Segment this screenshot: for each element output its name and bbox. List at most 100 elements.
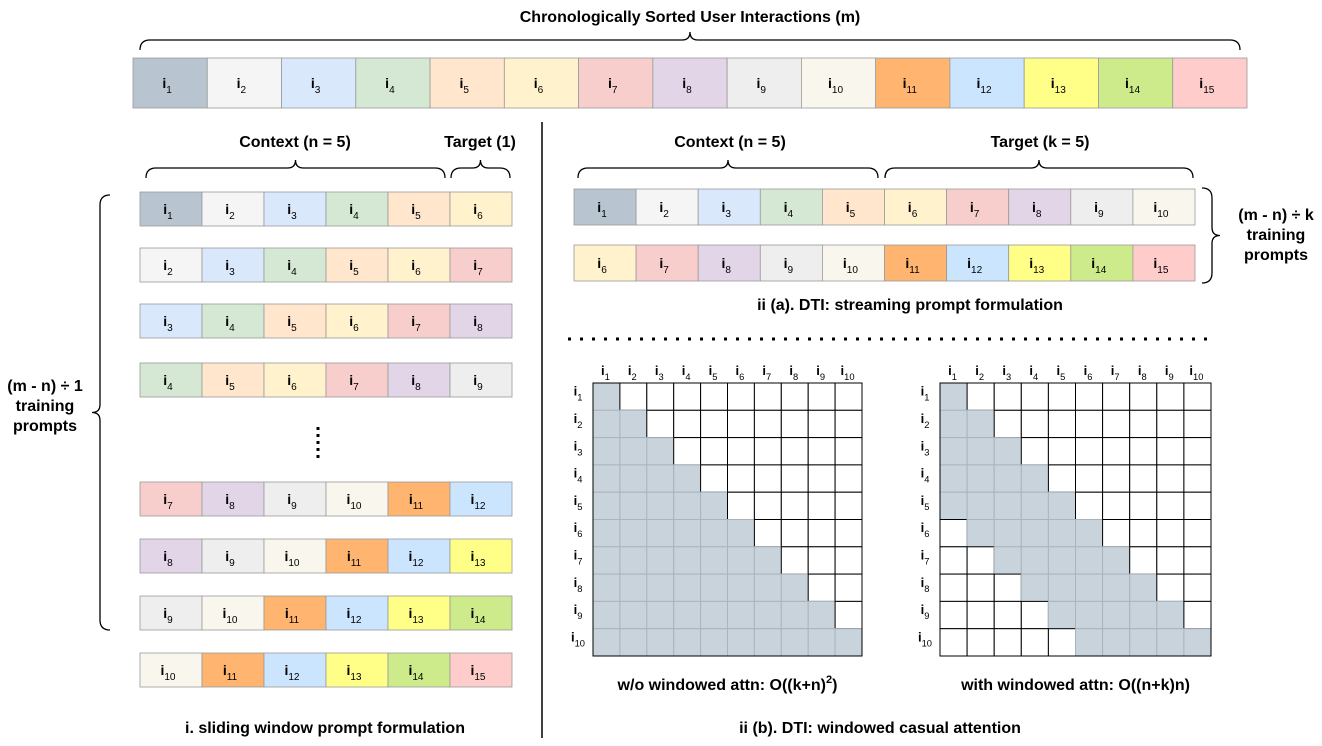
attention-cell bbox=[619, 546, 648, 575]
item-index: 14 bbox=[1095, 265, 1107, 276]
item-index: 15 bbox=[474, 672, 486, 683]
item-letter: i bbox=[1084, 363, 1088, 378]
item-index: 6 bbox=[601, 265, 607, 276]
attention-cell bbox=[834, 546, 863, 575]
caption-part: 2 bbox=[826, 674, 832, 686]
item-index: 3 bbox=[315, 85, 321, 96]
item-label: i3 bbox=[225, 257, 235, 278]
attention-cell bbox=[1183, 491, 1212, 521]
item-index: 1 bbox=[166, 85, 172, 96]
item-label: i3 bbox=[1002, 363, 1011, 382]
attention-cell bbox=[993, 382, 1022, 411]
item-letter: i bbox=[921, 575, 925, 590]
item-label: i7 bbox=[762, 363, 771, 382]
item-index: 11 bbox=[227, 672, 238, 683]
item-index: 1 bbox=[601, 209, 607, 220]
attention-cell bbox=[1075, 409, 1104, 439]
item-index: 2 bbox=[229, 211, 235, 222]
attention-cell bbox=[939, 437, 968, 466]
attention-cell bbox=[966, 546, 995, 575]
item-index: 2 bbox=[241, 85, 247, 96]
item-letter: i bbox=[762, 363, 766, 378]
item-letter: i bbox=[1032, 199, 1036, 215]
item-index: 1 bbox=[167, 211, 173, 222]
item-label: i13 bbox=[470, 548, 485, 569]
item-letter: i bbox=[222, 605, 226, 621]
item-letter: i bbox=[608, 75, 612, 91]
item-label: i12 bbox=[470, 491, 485, 512]
attention-cell bbox=[1129, 573, 1158, 602]
item-letter: i bbox=[921, 384, 925, 399]
attention-cell bbox=[727, 464, 755, 493]
item-letter: i bbox=[225, 313, 229, 329]
count-label: prompts bbox=[13, 418, 77, 435]
attention-cell bbox=[673, 382, 702, 411]
context-label: Context (n = 5) bbox=[239, 134, 351, 151]
attention-cell bbox=[1020, 600, 1049, 630]
item-letter: i bbox=[470, 491, 474, 507]
item-label: i4 bbox=[574, 466, 583, 485]
item-cell bbox=[822, 188, 885, 226]
attention-cell bbox=[1075, 519, 1104, 548]
item-letter: i bbox=[1094, 199, 1098, 215]
brace bbox=[450, 159, 511, 179]
attention-cell bbox=[619, 409, 648, 439]
item-label: i6 bbox=[534, 75, 544, 96]
item-letter: i bbox=[574, 520, 578, 535]
item-index: 6 bbox=[912, 209, 918, 220]
item-letter: i bbox=[162, 75, 166, 91]
item-letter: i bbox=[921, 547, 925, 562]
attention-cell bbox=[1129, 409, 1158, 439]
item-letter: i bbox=[597, 199, 601, 215]
item-letter: i bbox=[682, 363, 686, 378]
item-cell bbox=[697, 188, 761, 226]
item-letter: i bbox=[784, 199, 788, 215]
item-index: 6 bbox=[1087, 372, 1092, 382]
brace bbox=[91, 194, 111, 631]
item-label: i1 bbox=[601, 363, 610, 382]
item-letter: i bbox=[163, 548, 167, 564]
item-label: i8 bbox=[411, 372, 421, 393]
item-label: i8 bbox=[1032, 199, 1042, 220]
attention-cell bbox=[1129, 382, 1158, 411]
item-letter: i bbox=[1153, 199, 1157, 215]
attention-cell bbox=[834, 409, 863, 439]
item-label: i6 bbox=[1084, 363, 1093, 382]
attention-cell bbox=[673, 519, 702, 548]
item-index: 3 bbox=[725, 209, 731, 220]
item-index: 12 bbox=[288, 672, 300, 683]
item-letter: i bbox=[411, 372, 415, 388]
item-label: i3 bbox=[722, 199, 732, 220]
item-label: i9 bbox=[574, 602, 583, 621]
item-cell bbox=[387, 481, 451, 517]
attention-cell bbox=[1047, 628, 1077, 657]
item-index: 10 bbox=[288, 558, 300, 569]
item-letter: i bbox=[628, 363, 632, 378]
attention-cell bbox=[834, 464, 863, 493]
item-cell bbox=[1132, 188, 1196, 226]
item-label: i10 bbox=[843, 255, 858, 276]
attention-cell bbox=[993, 546, 1022, 575]
item-cell bbox=[449, 247, 513, 283]
attention-cell bbox=[993, 600, 1022, 630]
attention-cell bbox=[1129, 437, 1158, 466]
attention-cell bbox=[727, 519, 755, 548]
attention-cell bbox=[646, 409, 675, 439]
item-label: i4 bbox=[784, 199, 794, 220]
attention-cell bbox=[700, 573, 728, 602]
item-letter: i bbox=[225, 257, 229, 273]
item-label: i9 bbox=[225, 548, 235, 569]
item-index: 10 bbox=[922, 638, 932, 648]
attention-cell bbox=[1047, 600, 1077, 630]
attention-cell bbox=[1129, 628, 1158, 657]
item-letter: i bbox=[574, 466, 578, 481]
item-index: 8 bbox=[577, 584, 582, 594]
item-letter: i bbox=[1138, 363, 1142, 378]
item-index: 4 bbox=[577, 475, 582, 485]
item-label: i11 bbox=[409, 491, 424, 512]
item-cell bbox=[1070, 188, 1134, 226]
item-letter: i bbox=[225, 491, 229, 507]
item-letter: i bbox=[225, 548, 229, 564]
item-letter: i bbox=[346, 662, 350, 678]
attention-cell bbox=[966, 519, 995, 548]
